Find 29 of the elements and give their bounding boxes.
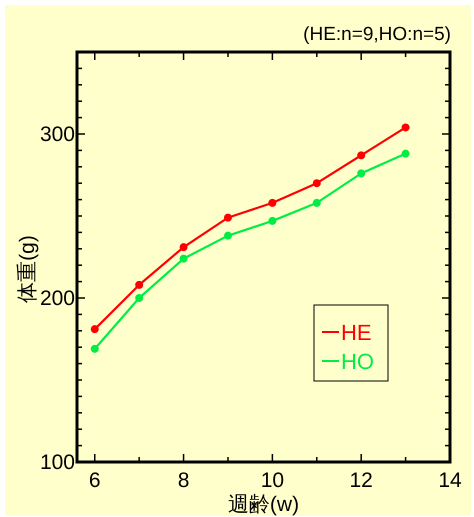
y-tick-label: 100	[40, 451, 75, 474]
point	[90, 344, 99, 353]
point	[90, 325, 99, 334]
x-tick-label: 8	[178, 469, 190, 492]
point	[180, 254, 188, 263]
point	[135, 294, 144, 302]
point	[224, 214, 232, 222]
point	[402, 150, 410, 158]
point	[224, 232, 232, 240]
legend-label: HO	[341, 349, 374, 374]
y-tick-label: 300	[40, 123, 75, 146]
point	[268, 216, 276, 225]
y-axis-title: 体重(g)	[16, 235, 39, 303]
point	[402, 123, 410, 132]
point	[135, 280, 144, 289]
point	[357, 169, 366, 178]
legend-label: HE	[341, 320, 372, 345]
point	[268, 198, 276, 207]
text: (HE:n=9,HO:n=5)	[303, 24, 451, 45]
point	[357, 151, 366, 160]
x-tick-label: 12	[350, 469, 373, 492]
point	[312, 198, 321, 207]
x-tick-label: 10	[260, 469, 284, 492]
point	[312, 179, 321, 188]
point	[180, 243, 188, 252]
x-tick-label: 6	[88, 469, 101, 492]
y-tick-label: 200	[40, 287, 75, 310]
x-axis-title: 週齢(w)	[228, 493, 300, 516]
x-tick-label: 14	[438, 469, 462, 492]
